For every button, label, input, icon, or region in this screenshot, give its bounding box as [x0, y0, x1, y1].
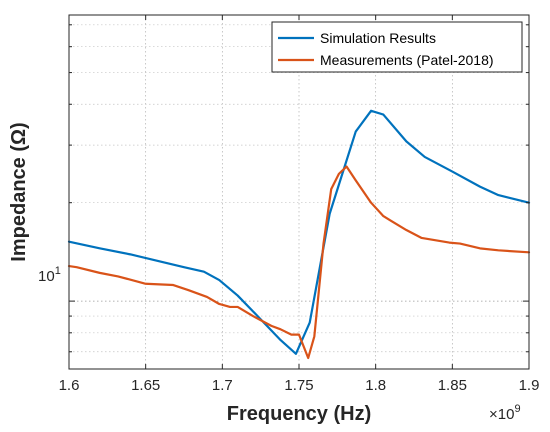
x-axis-label: Frequency (Hz)	[227, 403, 371, 425]
x-tick-label: 1.65	[131, 377, 160, 394]
x-tick-label: 1.6	[59, 377, 80, 394]
legend: Simulation Results Measurements (Patel-2…	[271, 21, 523, 73]
x-exponent-base: ×10	[489, 406, 514, 423]
grid	[69, 15, 529, 369]
legend-label-simulation: Simulation Results	[320, 30, 436, 46]
series-line-1	[67, 165, 531, 360]
y-tick-label-base: 10	[38, 268, 55, 285]
x-tick-label: 1.8	[365, 377, 386, 394]
legend-label-measurements: Measurements (Patel-2018)	[320, 52, 494, 68]
x-exponent-power: 9	[514, 403, 520, 415]
x-tick-label: 1.9	[519, 377, 540, 394]
y-tick-label-10: 101	[38, 265, 61, 285]
x-tick-label: 1.7	[212, 377, 233, 394]
x-exponent: ×109	[489, 403, 521, 423]
series-lines	[67, 109, 531, 360]
x-tick-label: 1.75	[284, 377, 313, 394]
y-tick-label-power: 1	[55, 265, 61, 277]
y-axis-label: Impedance (Ω)	[8, 122, 30, 261]
legend-box	[271, 21, 523, 73]
axis-ticks: 1.6 1.65 1.7 1.75 1.8 1.85 1.9	[59, 15, 540, 394]
x-tick-label: 1.85	[438, 377, 467, 394]
series-line-0	[67, 109, 531, 355]
